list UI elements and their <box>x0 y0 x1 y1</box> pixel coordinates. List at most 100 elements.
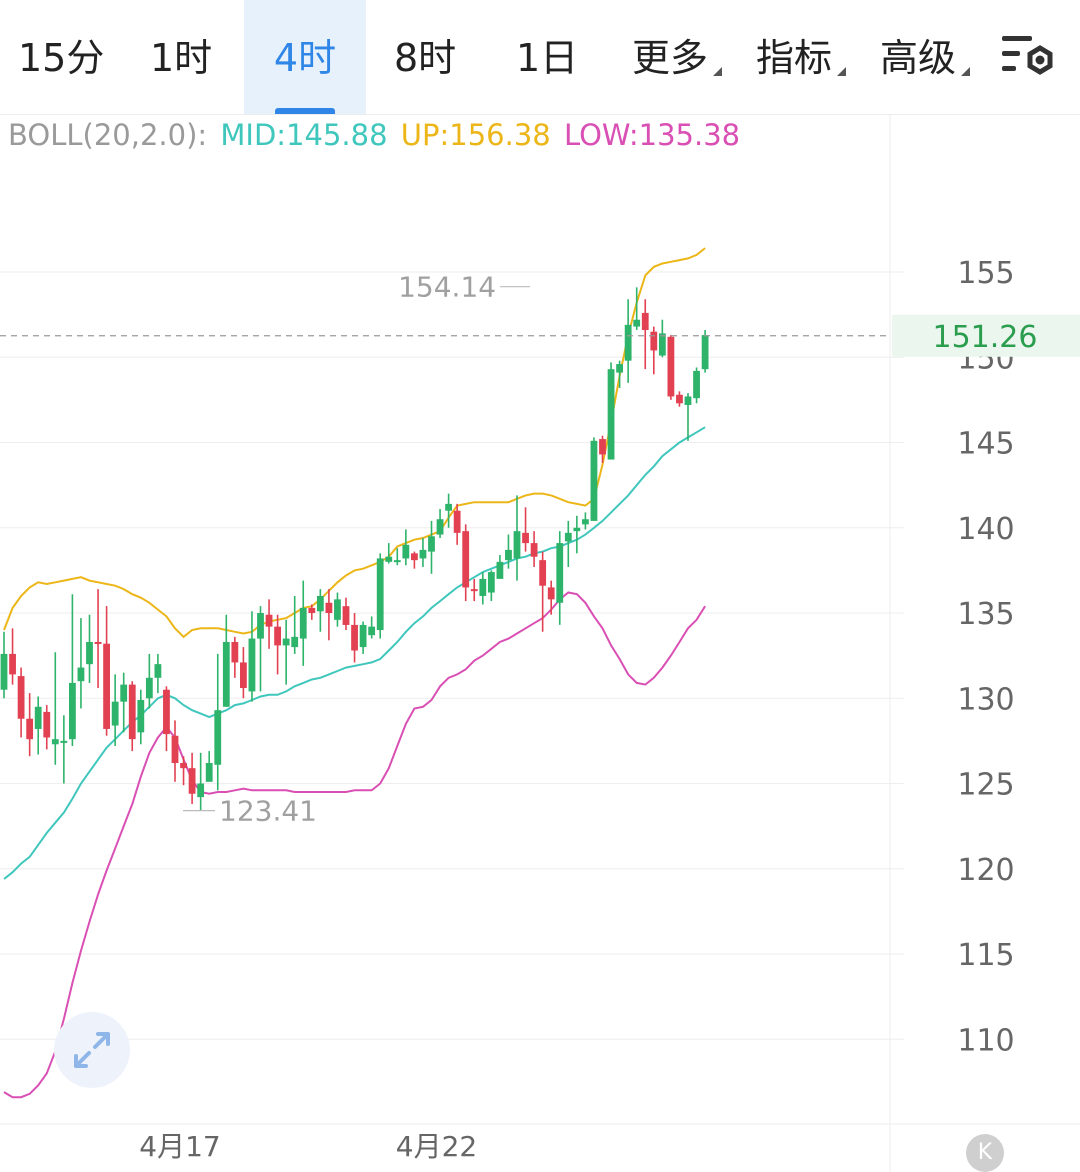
y-tick-label: 155 <box>957 256 1014 291</box>
candle-body <box>385 556 393 562</box>
candle-body <box>650 331 658 351</box>
candle-body <box>180 763 187 769</box>
tab-1[interactable]: 1时 <box>150 0 212 114</box>
candle-body <box>684 396 692 405</box>
candle-body <box>411 553 418 561</box>
candle-body <box>154 664 162 678</box>
tab-label: 更多 <box>632 36 709 80</box>
candle-body <box>9 653 16 675</box>
tab-7[interactable]: 高级 <box>880 0 971 114</box>
candle-body <box>145 677 153 699</box>
candle-body <box>120 684 128 702</box>
y-tick-label: 140 <box>957 512 1014 547</box>
y-tick-label: 145 <box>957 427 1014 462</box>
candle-body <box>624 324 632 361</box>
candle-body <box>282 638 290 646</box>
candle-body <box>222 641 230 707</box>
tab-6[interactable]: 指标 <box>756 0 847 114</box>
candle-body <box>428 536 435 552</box>
candle-body <box>539 560 547 586</box>
candle-body <box>453 510 461 533</box>
candle-body <box>43 711 51 738</box>
tab-label: 1日 <box>516 36 579 80</box>
candle-body <box>265 614 273 627</box>
candle-body <box>513 531 521 559</box>
candle-body <box>274 626 281 646</box>
boll-low-value: LOW:135.38 <box>563 118 741 152</box>
candle-body <box>590 440 598 521</box>
candle-body <box>137 699 145 733</box>
candle-body <box>393 560 401 563</box>
x-tick-label: 4月22 <box>396 1130 477 1163</box>
candle-body <box>0 653 8 690</box>
candle-body <box>445 503 452 511</box>
candle-body <box>60 740 68 743</box>
tab-label: 指标 <box>756 36 833 80</box>
candle-body <box>94 641 102 644</box>
candle-body <box>359 624 367 648</box>
candle-body <box>214 710 222 765</box>
candle-body <box>479 578 487 596</box>
candle-body <box>667 336 675 397</box>
candle-body <box>436 519 444 535</box>
candle-body <box>197 783 205 798</box>
candle-body <box>17 676 25 719</box>
candle-body <box>599 439 606 455</box>
tab-label: 1时 <box>150 36 213 80</box>
tab-2[interactable]: 4时 <box>244 0 366 114</box>
y-tick-label: 130 <box>957 682 1014 717</box>
tab-4[interactable]: 1日 <box>516 0 578 114</box>
candle-body <box>128 684 136 740</box>
tab-0[interactable]: 15分 <box>18 0 104 114</box>
expand-arrows-icon[interactable] <box>54 1012 130 1088</box>
chart-settings-icon[interactable] <box>998 30 1058 86</box>
dropdown-triangle-icon <box>837 67 847 76</box>
tab-5[interactable]: 更多 <box>632 0 723 114</box>
candle-body <box>658 333 666 356</box>
y-tick-label: 125 <box>957 768 1014 803</box>
k-circle-icon[interactable]: K <box>966 1134 1004 1172</box>
candle-body <box>582 519 589 525</box>
candle-body <box>351 624 358 651</box>
active-tab-underline <box>275 108 335 114</box>
candle-body <box>257 613 264 639</box>
boll-upper-band <box>3 247 706 639</box>
candle-body <box>573 527 581 532</box>
x-tick-label: 4月17 <box>139 1130 220 1163</box>
y-tick-label: 110 <box>957 1023 1014 1058</box>
min-price-annotation: 123.41 <box>219 795 317 828</box>
candle-body <box>556 543 564 603</box>
candle-body <box>308 607 316 613</box>
tab-label: 4时 <box>273 36 337 80</box>
tab-label: 15分 <box>18 36 105 80</box>
candle-body <box>316 595 324 612</box>
candle-body <box>676 394 683 404</box>
candle-body <box>103 643 110 729</box>
candle-body <box>402 544 410 559</box>
candle-body <box>188 768 196 794</box>
candle-body <box>607 369 615 460</box>
tab-3[interactable]: 8时 <box>394 0 456 114</box>
candle-body <box>299 607 307 639</box>
max-price-annotation: 154.14 <box>398 271 496 304</box>
y-tick-label: 135 <box>957 597 1014 632</box>
candle-body <box>376 558 384 631</box>
boll-mid-value: MID:145.88 <box>220 118 388 152</box>
candle-body <box>496 561 504 579</box>
candle-body <box>334 599 341 620</box>
dropdown-triangle-icon <box>961 67 971 76</box>
candle-body <box>564 532 572 542</box>
last-price-label: 151.26 <box>933 320 1038 355</box>
candle-body <box>26 718 34 740</box>
candle-body <box>462 531 470 588</box>
candle-body <box>693 370 700 399</box>
y-tick-label: 115 <box>957 938 1014 973</box>
candle-body <box>342 606 350 625</box>
candle-body <box>368 626 376 636</box>
candle-body <box>291 636 299 648</box>
candle-body <box>111 701 119 726</box>
candle-body <box>171 735 179 764</box>
last-price-tag <box>892 314 1080 357</box>
candle-body <box>522 532 529 544</box>
